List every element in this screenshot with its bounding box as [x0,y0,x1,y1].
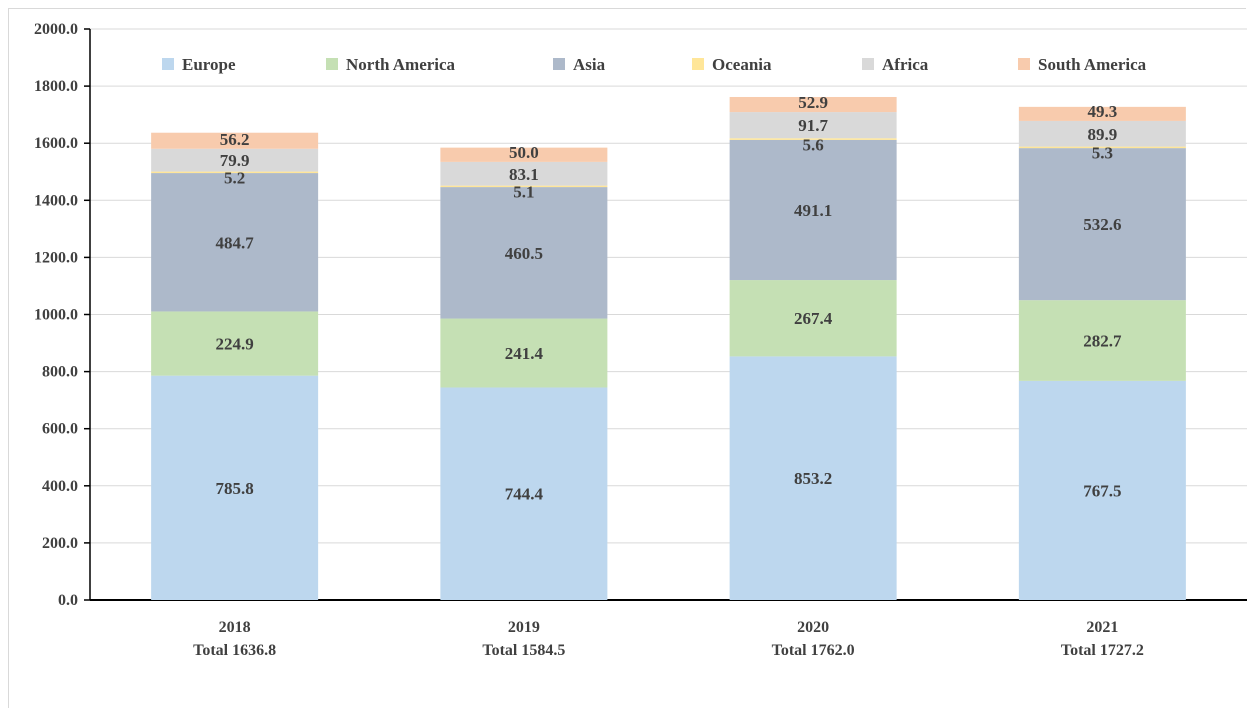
x-tick-label: 2020 [797,619,829,636]
bar-segment [440,185,608,188]
y-tick-label: 1400.0 [34,192,78,209]
data-label: 5.6 [803,135,824,154]
bar-segment [151,173,319,312]
bar-segment [151,311,319,376]
data-label: 460.5 [505,244,543,263]
x-tick-label: 2019 [508,619,540,636]
legend-swatch [862,58,874,70]
legend-label: North America [346,55,456,74]
bar-segment [151,148,319,172]
y-tick-label: 400.0 [42,478,78,495]
legend-swatch [553,58,565,70]
data-label: 267.4 [794,309,833,328]
data-label: 532.6 [1083,215,1121,234]
data-label: 52.9 [798,93,828,112]
x-tick-sublabel: Total 1727.2 [1061,642,1144,659]
data-label: 224.9 [216,335,254,354]
data-label: 484.7 [216,233,255,252]
data-label: 56.2 [220,130,250,149]
bar-segment [729,356,897,600]
legend-label: Europe [182,55,236,74]
y-tick-label: 0.0 [58,592,78,609]
bar-segment [440,161,608,186]
bar-segment [1018,380,1186,600]
data-label: 491.1 [794,201,832,220]
legend-label: Asia [573,55,606,74]
bar-segment [1018,120,1186,147]
y-tick-label: 800.0 [42,364,78,381]
data-label: 91.7 [798,116,828,135]
bar-segment [440,387,608,600]
bar-segment [1018,300,1186,381]
data-label: 282.7 [1083,332,1122,351]
x-tick-label: 2021 [1086,619,1118,636]
bar-segment [729,112,897,139]
data-label: 83.1 [509,165,539,184]
x-tick-sublabel: Total 1636.8 [193,642,276,659]
x-tick-sublabel: Total 1762.0 [772,642,855,659]
bar-segment [729,280,897,357]
bar-segment [729,138,897,140]
data-label: 5.2 [224,169,245,188]
data-label: 5.3 [1092,144,1113,163]
data-label: 767.5 [1083,481,1121,500]
data-label: 50.0 [509,143,539,162]
y-tick-label: 2000.0 [34,21,78,38]
data-label: 5.1 [513,183,534,202]
y-tick-label: 1800.0 [34,78,78,95]
bar-segment [440,318,608,388]
bar-segment [151,132,319,149]
bar-segment [151,375,319,600]
bar-segment [1018,146,1186,149]
y-tick-label: 1200.0 [34,249,78,266]
data-label: 785.8 [216,479,254,498]
data-label: 241.4 [505,344,544,363]
y-tick-label: 1600.0 [34,135,78,152]
x-tick-sublabel: Total 1584.5 [482,642,565,659]
chart-frame [8,8,1246,708]
y-tick-label: 200.0 [42,535,78,552]
legend-swatch [326,58,338,70]
legend-label: Africa [882,55,929,74]
data-label: 853.2 [794,469,832,488]
legend-label: South America [1038,55,1147,74]
y-tick-label: 1000.0 [34,307,78,324]
data-label: 49.3 [1088,102,1118,121]
legend-swatch [692,58,704,70]
legend-swatch [162,58,174,70]
bar-segment [729,139,897,281]
bar-segment [151,171,319,174]
data-label: 89.9 [1088,125,1118,144]
bar-segment [729,96,897,113]
x-tick-label: 2018 [219,619,251,636]
data-label: 744.4 [505,485,544,504]
bar-segment [440,187,608,319]
legend-swatch [1018,58,1030,70]
bar-segment [1018,106,1186,121]
legend-label: Oceania [712,55,772,74]
y-tick-label: 600.0 [42,421,78,438]
bar-segment [1018,148,1186,301]
bar-segment [440,147,608,162]
data-label: 79.9 [220,151,250,170]
